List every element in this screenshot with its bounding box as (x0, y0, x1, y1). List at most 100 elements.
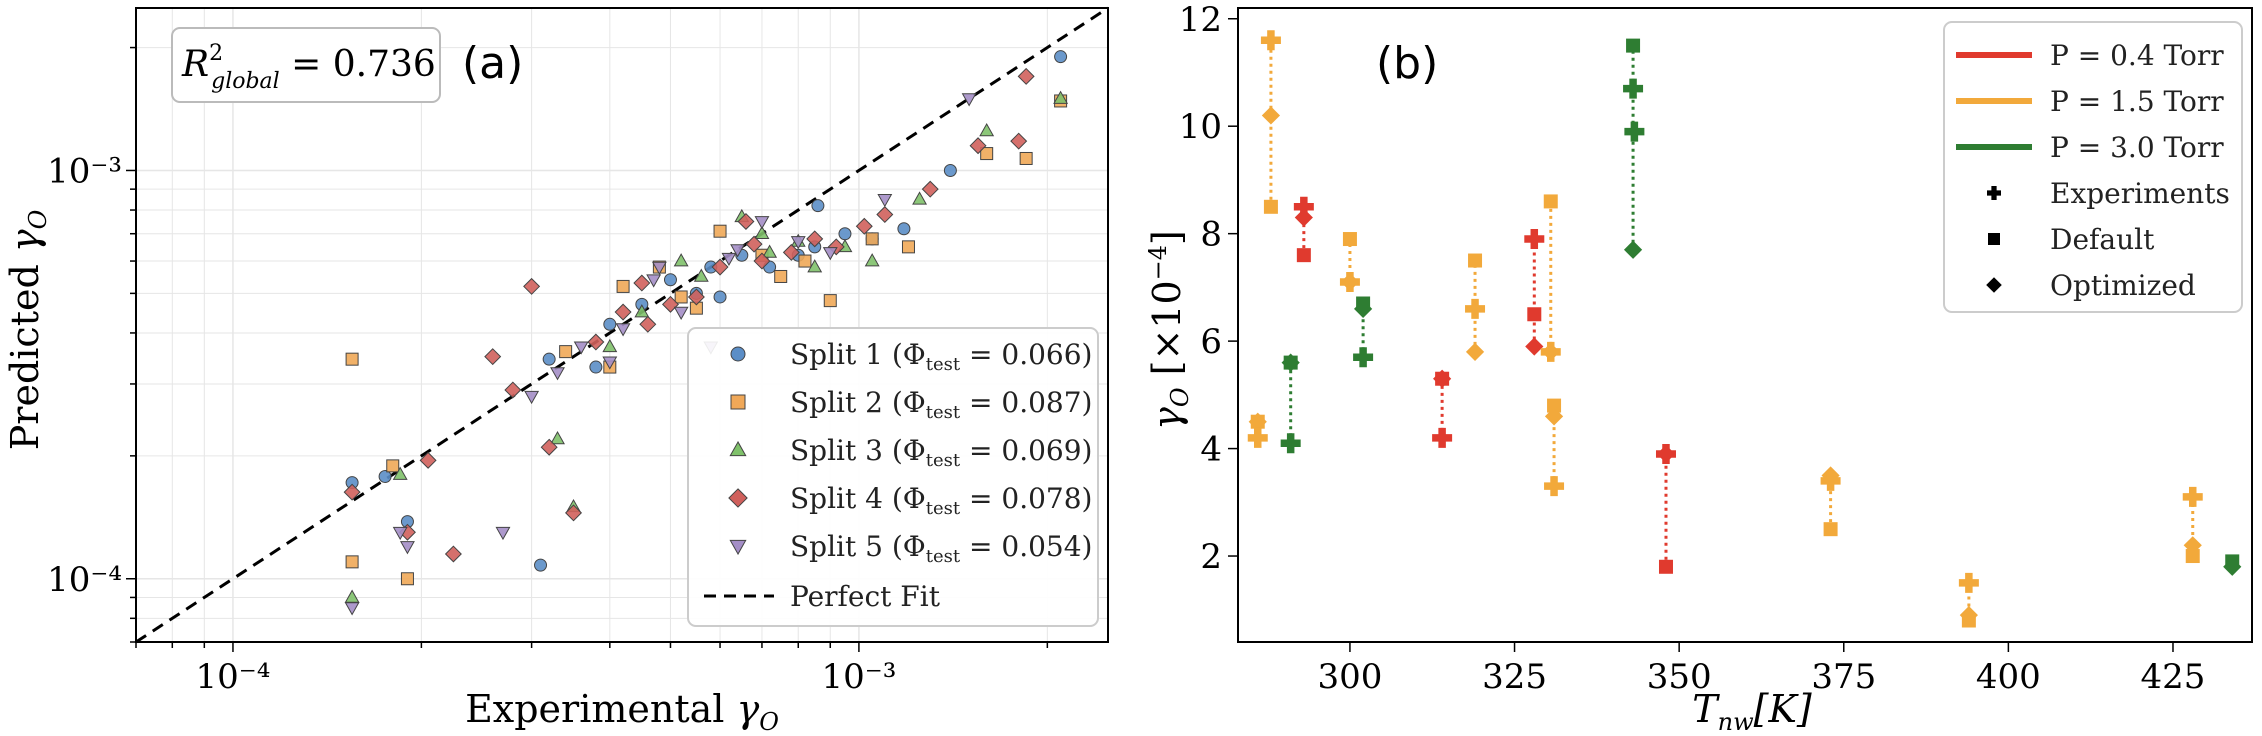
split-4-point (614, 303, 632, 321)
experiment-point (1280, 433, 1301, 454)
default-point (1658, 559, 1673, 574)
split-1-point (811, 199, 825, 213)
split-2-point (400, 572, 414, 586)
experiment-point (2182, 486, 2203, 507)
legend-diamond-swatch (1986, 277, 2002, 293)
y-tick-label: 10⁻⁴ (47, 560, 122, 600)
split-3-point (673, 253, 689, 267)
split-1-point (542, 352, 556, 366)
split-2-point (798, 254, 812, 268)
split-4-point (633, 274, 651, 292)
split-3-point (864, 253, 880, 267)
split-4-point (661, 295, 679, 313)
experiment-point (1820, 470, 1841, 491)
split-4-point (745, 235, 763, 253)
legend-label: Optimized (2050, 269, 2196, 302)
optimized-point (1294, 208, 1313, 227)
split-4-point (687, 288, 705, 306)
split-5-point (877, 193, 893, 208)
x-tick-label: 400 (1976, 657, 2041, 697)
split-4-point (969, 137, 987, 155)
split-4-point (782, 243, 800, 261)
split-2-point (865, 232, 879, 246)
split-4-point (484, 348, 502, 366)
panel-a-legend-box (687, 327, 1099, 627)
optimized-point (1623, 240, 1643, 259)
split-2-point (559, 345, 573, 359)
legend-square-swatch (1988, 233, 2000, 245)
y-tick-label: 12 (1179, 0, 1222, 40)
split-5-point (754, 216, 770, 230)
experiment-point (1339, 272, 1360, 293)
split-5-point (961, 93, 977, 107)
split-5-point (721, 252, 737, 267)
experiment-point (1465, 298, 1486, 319)
r2-annotation: R2 global = 0.736 (171, 27, 441, 103)
split-1-point (838, 227, 852, 241)
y-tick-label: 10 (1179, 107, 1222, 147)
legend-split-2-label: Split 2 (Φtest = 0.087) (790, 386, 1092, 423)
split-4-point (855, 217, 873, 235)
split-5-point (646, 274, 662, 288)
optimized-point (2183, 536, 2202, 555)
x-tick-label: 10⁻⁴ (196, 657, 271, 697)
panel-a-points (343, 50, 1069, 616)
experiment-point (1623, 78, 1644, 99)
legend-label: Default (2050, 223, 2155, 256)
split-1-point (897, 222, 911, 236)
split-2-point (345, 555, 359, 569)
legend-split-5-label: Split 5 (Φtest = 0.054) (790, 530, 1092, 567)
split-4-point (587, 333, 605, 351)
panel-a-ylabel: Predicted γO (3, 209, 52, 450)
optimized-point (2223, 557, 2242, 576)
panel-b-ylabel: γO [×10−4] (1144, 230, 1194, 430)
split-5-point (524, 390, 540, 405)
split-4-point (523, 277, 541, 295)
split-1-point (713, 290, 727, 304)
x-tick-label: 10⁻³ (821, 657, 896, 697)
experiment-point (1432, 427, 1453, 448)
default-point (1263, 199, 1278, 214)
y-tick-label: 2 (1200, 537, 1222, 577)
experiment-point (1353, 347, 1374, 368)
split-5-point (651, 261, 667, 275)
split-2-point (980, 147, 994, 161)
legend-split-4-label: Split 4 (Φtest = 0.078) (790, 482, 1092, 519)
default-point (1823, 522, 1838, 537)
split-3-point (602, 338, 618, 353)
experiment-point (1260, 30, 1281, 51)
default-point (1296, 248, 1311, 263)
split-2-point (616, 279, 630, 293)
split-5-point (790, 236, 806, 250)
split-5-point (399, 541, 415, 555)
panel-b-legend-items: P = 0.4 Torr P = 1.5 Torr P = 3.0 Torr Expe… (1956, 39, 2230, 302)
split-3-point (344, 589, 360, 603)
panel-b-points (1247, 30, 2242, 628)
x-tick-label: 425 (2141, 657, 2206, 697)
optimized-point (1465, 342, 1485, 361)
x-tick-label: 375 (1811, 657, 1876, 697)
split-4-point (504, 381, 522, 399)
panel-a-xlabel: Experimental γO (465, 687, 779, 736)
optimized-point (1248, 412, 1267, 431)
panel-b-frame (1237, 7, 2253, 643)
split-1-point (378, 470, 392, 484)
split-1-point (603, 317, 617, 331)
r2-box (171, 27, 441, 103)
legend-split-5-marker (729, 539, 747, 556)
y-tick-label: 6 (1200, 322, 1222, 362)
split-4-point (444, 545, 462, 563)
split-4-point (540, 438, 558, 456)
experiment-point (1540, 341, 1561, 362)
x-tick-label: 350 (1647, 657, 1712, 697)
experiment-point (1958, 572, 1979, 593)
split-4-point (419, 451, 437, 469)
split-2-point (713, 224, 727, 238)
y-tick-label: 10⁻³ (47, 151, 122, 191)
split-2-point (674, 290, 688, 304)
legend-split-2-marker (730, 394, 746, 410)
experiment-point (1624, 121, 1645, 142)
panel-a: 10⁻⁴ 10⁻³ 10⁻⁴ 10⁻³ R2 global = 0.736 (a) Ex… (3, 6, 1109, 736)
optimized-point (1544, 407, 1564, 426)
